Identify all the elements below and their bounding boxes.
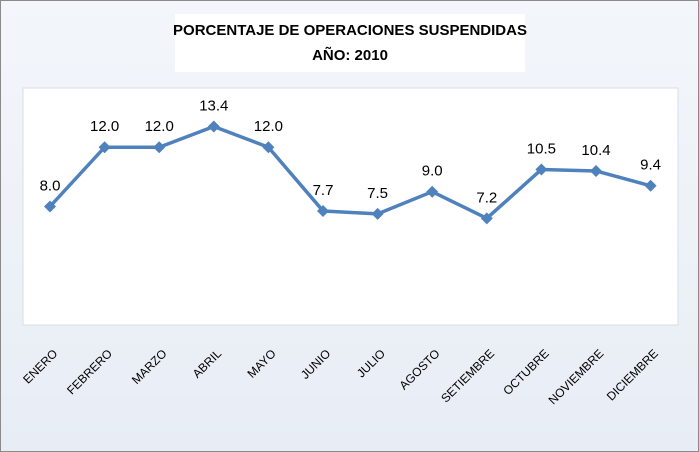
data-label: 12.0 <box>90 118 119 135</box>
data-line <box>48 124 652 221</box>
data-point <box>207 120 220 133</box>
data-point <box>426 185 439 198</box>
data-point <box>262 141 275 154</box>
data-label: 10.4 <box>581 142 610 159</box>
title-box <box>175 14 525 72</box>
chart-subtitle: AÑO: 2010 <box>312 46 388 64</box>
data-point <box>535 163 548 176</box>
data-point <box>317 204 329 217</box>
data-label: 10.5 <box>527 140 556 157</box>
data-point <box>98 141 111 154</box>
data-point <box>371 207 384 220</box>
data-label: 7.2 <box>476 189 497 206</box>
plot-area <box>22 87 679 326</box>
data-label: 7.7 <box>313 182 334 199</box>
data-label: 9.4 <box>640 157 661 174</box>
data-label: 7.5 <box>367 185 388 202</box>
data-point <box>644 179 657 192</box>
data-label: 8.0 <box>40 177 61 194</box>
data-label: 9.0 <box>422 163 443 180</box>
data-label: 13.4 <box>199 97 228 114</box>
data-label: 12.0 <box>145 118 174 135</box>
chart-title: PORCENTAJE DE OPERACIONES SUSPENDIDAS <box>173 22 527 39</box>
data-point <box>153 141 166 154</box>
data-point <box>480 212 493 225</box>
data-label: 12.0 <box>254 118 283 135</box>
data-point <box>44 200 56 213</box>
data-point <box>590 164 602 177</box>
